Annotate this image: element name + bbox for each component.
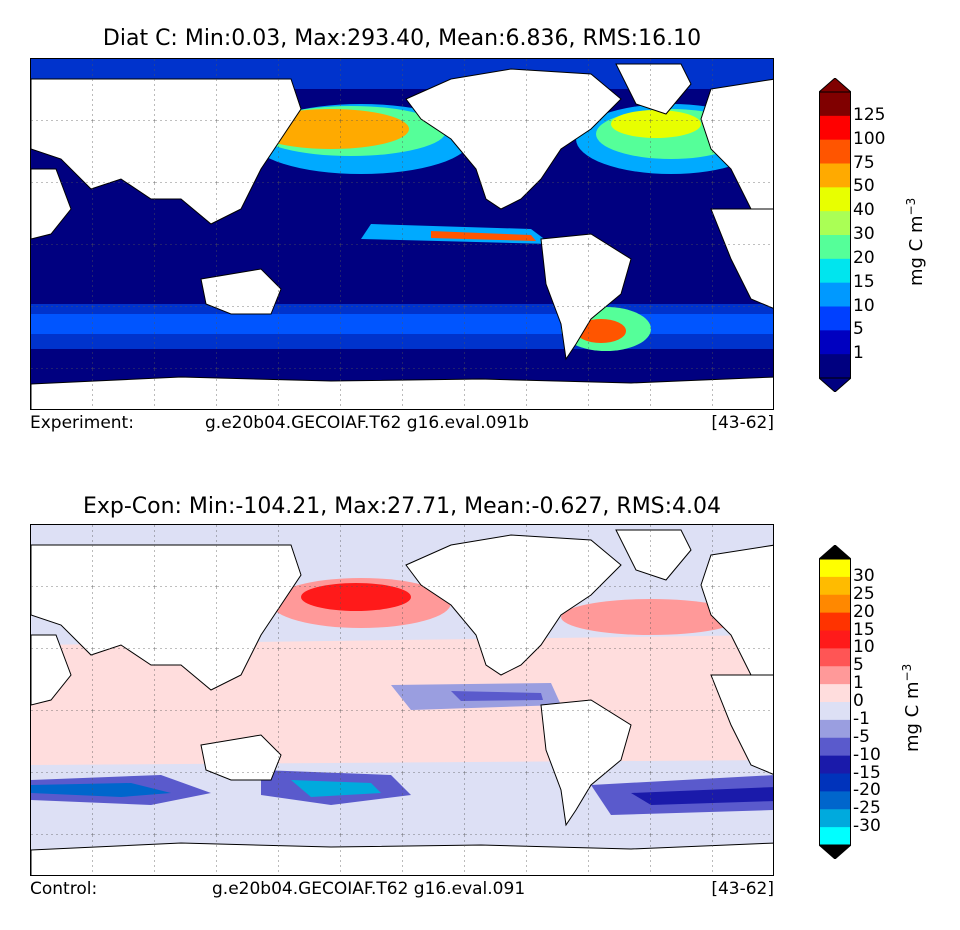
bottom-colorbar-tick-label: 5: [853, 655, 864, 676]
top-colorbar: [817, 77, 853, 396]
bottom-colorbar-segment: [819, 594, 851, 614]
top-colorbar-tick-label: 100: [853, 128, 886, 149]
bottom-colorbar-segment: [819, 576, 851, 596]
bottom-colorbar-tick-label: -10: [853, 744, 881, 765]
bottom-colorbar-tick-label: -5: [853, 726, 870, 747]
experiment-label: Experiment:: [30, 413, 134, 433]
top-colorbar-over: [817, 77, 853, 93]
bottom-colorbar-segment: [819, 791, 851, 810]
experiment-case-name: g.e20b04.GECOIAF.T62 g16.eval.091b: [205, 413, 529, 433]
bottom-colorbar-under: [817, 844, 853, 860]
bottom-colorbar-tick-label: 10: [853, 637, 875, 658]
top-colorbar-segment: [819, 235, 851, 260]
bottom-map-title: Exp-Con: Min:-104.21, Max:27.71, Mean:-0…: [82, 494, 722, 519]
top-colorbar-segment: [819, 306, 851, 331]
bottom-colorbar-segment: [819, 773, 851, 792]
bottom-colorbar-segment: [819, 612, 851, 631]
top-footer: Experiment: g.e20b04.GECOIAF.T62 g16.eva…: [30, 413, 774, 435]
top-colorbar-segment: [819, 258, 851, 284]
bottom-colorbar-segment: [819, 666, 851, 685]
bottom-colorbar-segment: [819, 737, 851, 757]
top-colorbar-tick-label: 75: [853, 152, 875, 173]
bottom-colorbar-over: [817, 544, 853, 560]
top-colorbar-tick-label: 1: [853, 343, 864, 364]
bottom-colorbar-tick-label: -15: [853, 762, 881, 783]
bottom-colorbar-tick-label: 30: [853, 565, 875, 586]
bottom-footer: Control: g.e20b04.GECOIAF.T62 g16.eval.0…: [30, 879, 774, 901]
bottom-colorbar-segment: [819, 630, 851, 649]
bottom-colorbar-tick-label: 20: [853, 601, 875, 622]
bottom-colorbar-tick-label: 1: [853, 673, 864, 694]
bottom-map: [30, 524, 774, 876]
top-colorbar-segment: [819, 211, 851, 236]
control-years: [43-62]: [711, 879, 774, 899]
bottom-colorbar-tick-label: -1: [853, 708, 870, 729]
bottom-colorbar: [817, 544, 853, 863]
bottom-colorbar-segment: [819, 684, 851, 703]
bottom-colorbar-tick-label: -30: [853, 816, 881, 837]
top-colorbar-segment: [819, 330, 851, 355]
bottom-colorbar-segment: [819, 559, 851, 578]
top-colorbar-segment: [819, 92, 851, 117]
bottom-colorbar-tick-label: -20: [853, 780, 881, 801]
top-map-title: Diat C: Min:0.03, Max:293.40, Mean:6.836…: [102, 26, 702, 51]
bottom-colorbar-segment: [819, 809, 851, 828]
bottom-colorbar-tick-label: 15: [853, 619, 875, 640]
bottom-colorbar-tick-label: 0: [853, 691, 864, 711]
bottom-colorbar-segment: [819, 719, 851, 739]
bottom-colorbar-segment: [819, 648, 851, 667]
top-colorbar-tick-label: 20: [853, 247, 875, 268]
top-colorbar-tick-label: 15: [853, 271, 875, 292]
bottom-colorbar-segment: [819, 755, 851, 774]
bottom-colorbar-segment: [819, 827, 851, 846]
top-colorbar-tick-label: 10: [853, 295, 875, 316]
top-colorbar-tick-label: 40: [853, 200, 875, 221]
top-colorbar-label: mg C m−3: [904, 197, 927, 286]
top-colorbar-tick-label: 5: [853, 319, 864, 340]
bottom-colorbar-tick-label: -25: [853, 798, 881, 819]
top-colorbar-segment: [819, 282, 851, 307]
top-colorbar-segment: [819, 163, 851, 188]
control-case-name: g.e20b04.GECOIAF.T62 g16.eval.091: [212, 879, 526, 899]
control-label: Control:: [30, 879, 98, 899]
top-colorbar-segment: [819, 115, 851, 141]
bottom-colorbar-label: mg C m−3: [900, 663, 923, 752]
top-colorbar-tick-label: 125: [853, 104, 886, 125]
experiment-years: [43-62]: [711, 413, 774, 433]
top-colorbar-segment: [819, 354, 851, 379]
bottom-colorbar-tick-label: 25: [853, 583, 875, 604]
top-colorbar-tick-label: 30: [853, 224, 875, 244]
bottom-colorbar-segment: [819, 702, 851, 721]
top-map: [30, 58, 774, 410]
top-colorbar-segment: [819, 139, 851, 164]
top-colorbar-under: [817, 377, 853, 393]
top-colorbar-segment: [819, 187, 851, 212]
top-colorbar-tick-label: 50: [853, 176, 875, 197]
